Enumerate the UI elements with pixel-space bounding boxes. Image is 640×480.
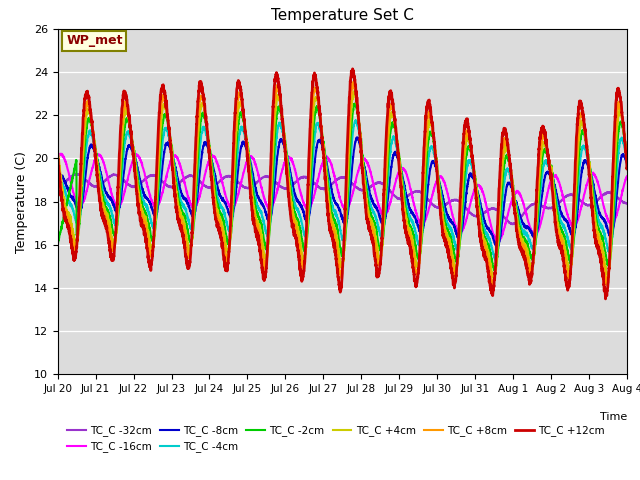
TC_C -16cm: [213, 158, 221, 164]
TC_C +8cm: [490, 283, 497, 288]
Title: Temperature Set C: Temperature Set C: [271, 9, 414, 24]
TC_C +12cm: [54, 152, 61, 157]
TC_C +4cm: [398, 182, 406, 188]
TC_C +12cm: [349, 66, 356, 72]
TC_C -4cm: [492, 257, 499, 263]
Y-axis label: Temperature (C): Temperature (C): [15, 151, 28, 252]
TC_C -8cm: [493, 244, 501, 250]
TC_C +8cm: [623, 163, 631, 169]
Text: WP_met: WP_met: [66, 35, 123, 48]
TC_C +4cm: [213, 205, 221, 211]
TC_C +8cm: [213, 213, 221, 219]
TC_C -32cm: [54, 183, 61, 189]
TC_C -4cm: [623, 159, 631, 165]
TC_C -4cm: [408, 219, 416, 225]
TC_C +8cm: [570, 225, 577, 231]
TC_C +12cm: [623, 165, 631, 171]
Legend: TC_C -32cm, TC_C -16cm, TC_C -8cm, TC_C -4cm, TC_C -2cm, TC_C +4cm, TC_C +8cm, T: TC_C -32cm, TC_C -16cm, TC_C -8cm, TC_C …: [63, 421, 609, 456]
TC_C -8cm: [408, 209, 416, 215]
TC_C +4cm: [623, 157, 631, 163]
TC_C +8cm: [54, 149, 61, 155]
TC_C +8cm: [349, 79, 357, 85]
TC_C +4cm: [176, 209, 184, 215]
TC_C +8cm: [398, 191, 406, 197]
TC_C +4cm: [623, 155, 631, 161]
TC_C -2cm: [570, 241, 577, 247]
TC_C -32cm: [623, 201, 631, 206]
TC_C -4cm: [176, 192, 184, 198]
TC_C +12cm: [176, 221, 184, 227]
TC_C -8cm: [398, 171, 406, 177]
TC_C -4cm: [54, 188, 61, 193]
TC_C -16cm: [408, 192, 416, 198]
TC_C -16cm: [54, 154, 61, 159]
TC_C +12cm: [623, 165, 631, 170]
TC_C -4cm: [352, 117, 360, 123]
TC_C -32cm: [408, 190, 416, 196]
TC_C -32cm: [570, 193, 577, 199]
TC_C -8cm: [623, 162, 631, 168]
TC_C -4cm: [570, 238, 577, 243]
TC_C -16cm: [494, 239, 502, 244]
TC_C -16cm: [398, 165, 406, 171]
TC_C -4cm: [623, 158, 631, 164]
TC_C +8cm: [176, 213, 184, 219]
TC_C +4cm: [54, 146, 61, 152]
TC_C -32cm: [72, 171, 80, 177]
Line: TC_C +8cm: TC_C +8cm: [58, 82, 627, 286]
TC_C +12cm: [602, 296, 609, 302]
TC_C -32cm: [213, 181, 221, 187]
TC_C -16cm: [623, 173, 631, 179]
Line: TC_C -2cm: TC_C -2cm: [58, 104, 627, 271]
Line: TC_C -4cm: TC_C -4cm: [58, 120, 627, 260]
TC_C -16cm: [58, 151, 65, 156]
TC_C +12cm: [408, 259, 416, 265]
Line: TC_C -16cm: TC_C -16cm: [58, 154, 627, 241]
TC_C -16cm: [176, 162, 184, 168]
Line: TC_C +12cm: TC_C +12cm: [58, 69, 627, 299]
TC_C -2cm: [398, 177, 406, 182]
TC_C -2cm: [351, 101, 359, 107]
TC_C -16cm: [623, 174, 631, 180]
TC_C +8cm: [623, 160, 631, 166]
Text: Time: Time: [600, 412, 627, 422]
TC_C +4cm: [408, 233, 416, 239]
TC_C +12cm: [398, 201, 406, 206]
TC_C +4cm: [570, 235, 577, 241]
TC_C -2cm: [54, 243, 61, 249]
TC_C -32cm: [176, 180, 184, 186]
TC_C -8cm: [213, 180, 221, 186]
TC_C +4cm: [490, 275, 498, 281]
TC_C -2cm: [408, 228, 416, 233]
TC_C -8cm: [54, 177, 61, 183]
TC_C +8cm: [408, 245, 416, 251]
TC_C -8cm: [176, 184, 184, 190]
TC_C -32cm: [508, 221, 516, 227]
TC_C -2cm: [213, 200, 221, 206]
TC_C -32cm: [398, 196, 406, 202]
TC_C -8cm: [570, 231, 577, 237]
TC_C +12cm: [570, 212, 577, 217]
TC_C +4cm: [350, 88, 358, 94]
TC_C -2cm: [623, 155, 631, 160]
TC_C -2cm: [491, 268, 499, 274]
TC_C -8cm: [353, 134, 360, 140]
TC_C -32cm: [623, 201, 631, 206]
Line: TC_C +4cm: TC_C +4cm: [58, 91, 627, 278]
Line: TC_C -32cm: TC_C -32cm: [58, 174, 627, 224]
TC_C -2cm: [176, 201, 184, 206]
TC_C -4cm: [398, 174, 406, 180]
Line: TC_C -8cm: TC_C -8cm: [58, 137, 627, 247]
TC_C -16cm: [570, 223, 577, 229]
TC_C -2cm: [623, 156, 631, 161]
TC_C -4cm: [213, 191, 221, 196]
TC_C -8cm: [623, 162, 631, 168]
TC_C +12cm: [213, 219, 221, 225]
